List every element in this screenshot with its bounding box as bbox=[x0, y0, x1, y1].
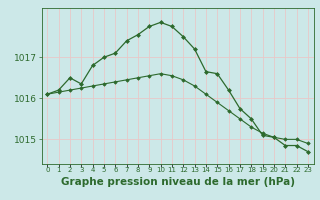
X-axis label: Graphe pression niveau de la mer (hPa): Graphe pression niveau de la mer (hPa) bbox=[60, 177, 295, 187]
